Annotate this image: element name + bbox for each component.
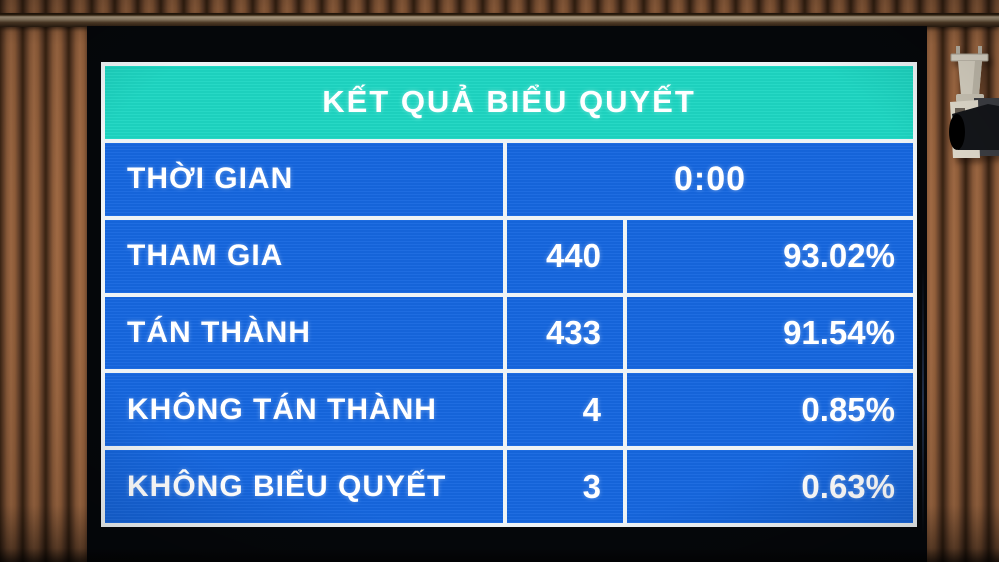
camera-vent [955, 108, 965, 115]
row-count: 433 [507, 296, 623, 370]
led-display-screen: KẾT QUẢ BIỂU QUYẾT THỜI GIAN 0:00 THAM G… [87, 26, 927, 562]
row-percent: 0.63% [627, 450, 913, 523]
camera-neck-shade [972, 61, 982, 96]
row-percent: 91.54% [627, 296, 913, 370]
security-camera [949, 46, 999, 158]
row-count: 3 [507, 450, 623, 523]
vote-results-table: KẾT QUẢ BIỂU QUYẾT THỜI GIAN 0:00 THAM G… [101, 62, 917, 527]
board-title: KẾT QUẢ BIỂU QUYẾT [105, 66, 913, 139]
row-label: KHÔNG TÁN THÀNH [105, 373, 503, 447]
camera-mount-screw [956, 46, 960, 55]
time-value: 0:00 [507, 142, 913, 216]
row-label: KHÔNG BIỂU QUYẾT [105, 450, 503, 523]
row-count: 4 [507, 373, 623, 447]
camera-mount-screw [978, 46, 982, 55]
camera-lens-front [949, 114, 965, 150]
row-percent: 0.85% [627, 373, 913, 447]
camera-mount-plate [950, 53, 989, 62]
row-label: THAM GIA [105, 219, 503, 293]
wall-trim-rail [0, 13, 999, 27]
bottom-shadow [0, 548, 999, 562]
row-count: 440 [507, 219, 623, 293]
row-label: THỜI GIAN [105, 142, 503, 216]
row-label: TÁN THÀNH [105, 296, 503, 370]
row-percent: 93.02% [627, 219, 913, 293]
